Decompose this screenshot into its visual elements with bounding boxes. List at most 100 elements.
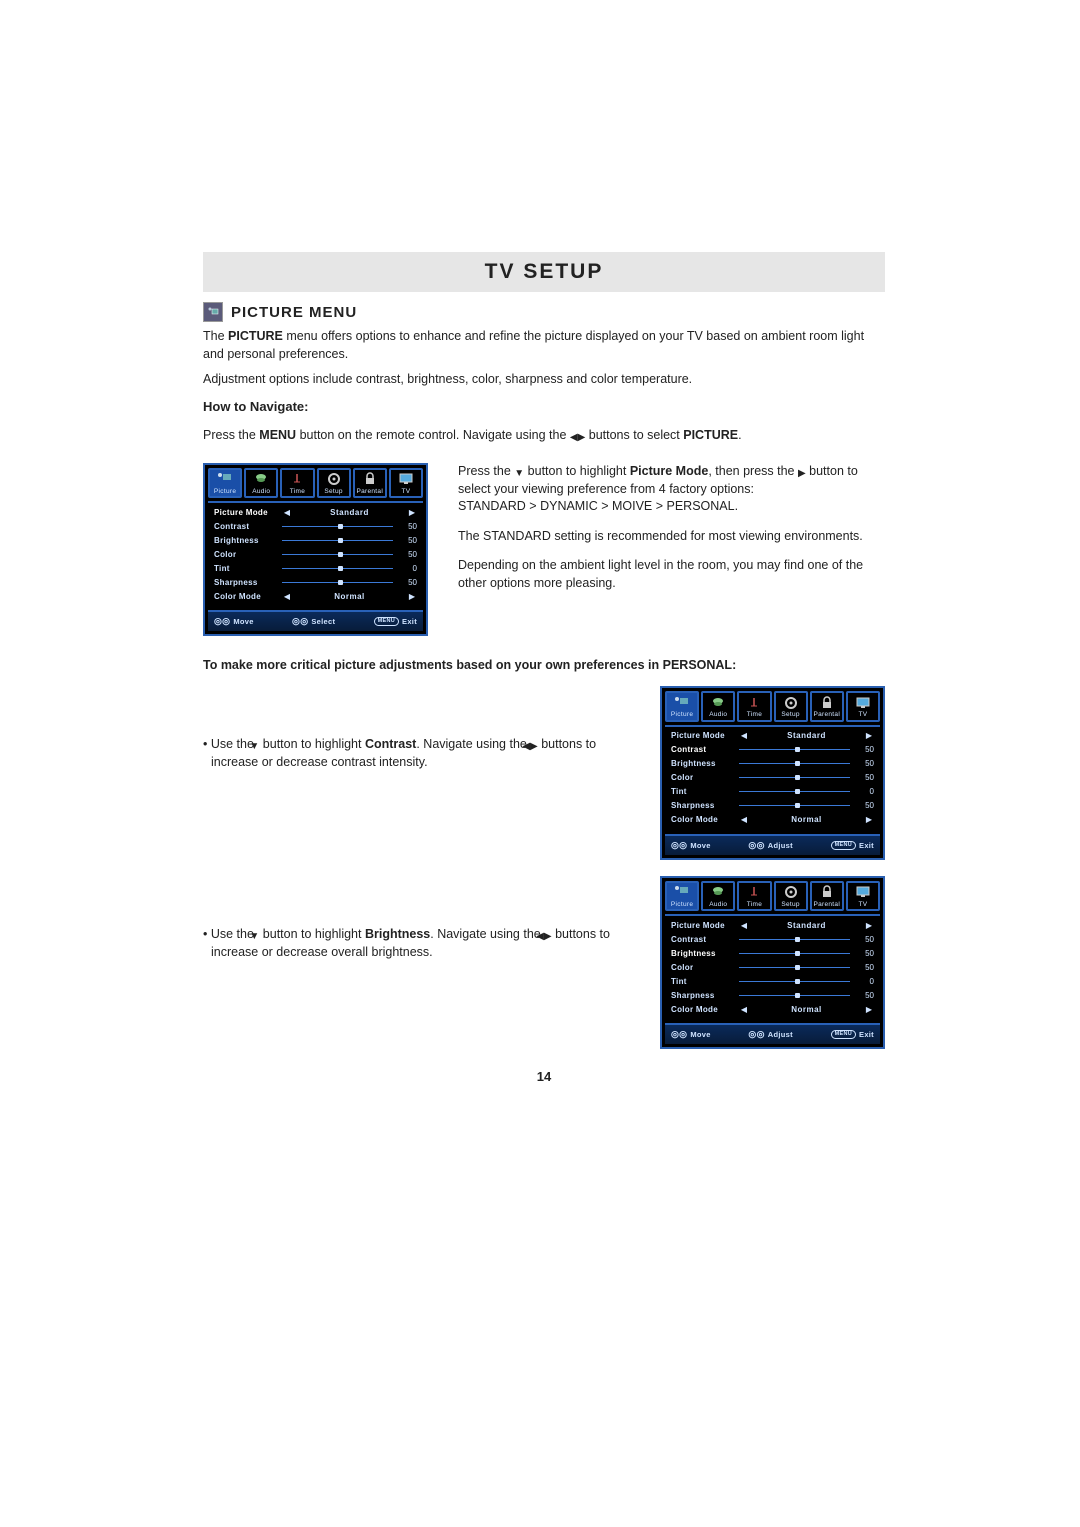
slider-knob xyxy=(795,803,800,808)
left-arrow-icon: ◀ xyxy=(739,921,749,930)
tab-picture: Picture xyxy=(665,881,699,912)
tab-label: Audio xyxy=(703,902,733,909)
tab-label: Picture xyxy=(667,712,697,719)
right-arrow-icon: ▶ xyxy=(864,921,874,930)
txt: Move xyxy=(690,1030,710,1039)
row-value: 50 xyxy=(858,935,874,944)
slider-knob xyxy=(338,552,343,557)
row-value: 50 xyxy=(858,745,874,754)
tab-picture: Picture xyxy=(208,468,242,499)
txt: button to highlight xyxy=(524,464,630,478)
row-brightness: Brightness50 xyxy=(665,946,880,960)
text-column-1: Press the ▼ button to highlight Picture … xyxy=(458,463,885,605)
right-arrow-icon: ▶ xyxy=(864,1005,874,1014)
tab-row: Picture Audio Time Setup Parental TV xyxy=(662,878,883,912)
row-color: Color50 xyxy=(665,960,880,974)
right-arrow-icon: ▶ xyxy=(407,592,417,601)
txt: Adjust xyxy=(768,841,793,850)
tab-audio: Audio xyxy=(701,881,735,912)
row-label: Contrast xyxy=(214,522,278,531)
row-color-mode: Color Mode◀Normal▶ xyxy=(208,589,423,603)
tab-row: Picture Audio Time Setup Parental TV xyxy=(662,688,883,722)
row-value: 50 xyxy=(858,759,874,768)
panel-col: Picture Audio Time Setup Parental TV Pic… xyxy=(660,876,885,1050)
row-value: Normal xyxy=(753,1005,860,1014)
slider-knob xyxy=(338,524,343,529)
row-label: Brightness xyxy=(671,759,735,768)
menu-button-icon: MENU xyxy=(831,1030,856,1039)
slider-knob xyxy=(795,775,800,780)
footer-exit: MENUExit xyxy=(374,616,417,627)
row-brightness: Brightness 50 xyxy=(665,757,880,771)
txt-bold: Brightness xyxy=(365,927,430,941)
picture-section-icon xyxy=(203,302,223,322)
personal-adjustments-heading: To make more critical picture adjustment… xyxy=(203,658,885,672)
nav-instruction: Press the MENU button on the remote cont… xyxy=(203,428,885,443)
row-sharpness: Sharpness 50 xyxy=(665,799,880,813)
footer-exit: MENUExit xyxy=(831,840,874,851)
tab-time: Time xyxy=(737,691,771,722)
row-contrast: Contrast50 xyxy=(665,932,880,946)
row-value: Normal xyxy=(296,592,403,601)
tab-label: Audio xyxy=(246,489,276,496)
left-arrow-icon: ◀ xyxy=(282,508,292,517)
tab-label: Setup xyxy=(776,902,806,909)
slider xyxy=(282,568,393,569)
slider-knob xyxy=(338,538,343,543)
row-value: 0 xyxy=(858,787,874,796)
row-label: Color xyxy=(671,773,735,782)
tab-label: Parental xyxy=(355,489,385,496)
page-title-bar: TV SETUP xyxy=(203,252,885,292)
right-arrow-icon: ▶ xyxy=(407,508,417,517)
tab-audio: Audio xyxy=(244,468,278,499)
row-value: 50 xyxy=(401,536,417,545)
tab-label: Setup xyxy=(319,489,349,496)
row-label: Sharpness xyxy=(671,801,735,810)
row-value: 50 xyxy=(858,801,874,810)
tab-label: Picture xyxy=(210,489,240,496)
right-arrow-icon: ▶ xyxy=(864,731,874,740)
para-standard-rec: The STANDARD setting is recommended for … xyxy=(458,528,885,546)
row-label: Tint xyxy=(214,564,278,573)
row-value: Normal xyxy=(753,815,860,824)
nav-ring-icon: ◎◎ xyxy=(748,1029,764,1040)
right-arrow-icon: ▶ xyxy=(798,467,806,481)
txt-bold: Contrast xyxy=(365,737,416,751)
left-arrow-icon: ◀ xyxy=(739,1005,749,1014)
tab-label: TV xyxy=(848,902,878,909)
panel-col: Picture Audio Time Setup Parental TV Pic… xyxy=(660,686,885,860)
slider xyxy=(739,749,850,750)
txt-bold: MENU xyxy=(259,428,296,442)
slider-knob xyxy=(795,761,800,766)
tab-time: Time xyxy=(737,881,771,912)
txt: Move xyxy=(233,617,253,626)
row-label: Tint xyxy=(671,787,735,796)
tab-label: TV xyxy=(848,712,878,719)
row-label: Contrast xyxy=(671,745,735,754)
slider xyxy=(739,791,850,792)
txt-bold: PICTURE xyxy=(683,428,738,442)
tab-setup: Setup xyxy=(317,468,351,499)
row-value: 0 xyxy=(401,564,417,573)
row-label: Picture Mode xyxy=(671,731,735,740)
row-value: 50 xyxy=(401,550,417,559)
row-picture-mode: Picture Mode◀Standard▶ xyxy=(208,505,423,519)
para-ambient: Depending on the ambient light level in … xyxy=(458,557,885,592)
intro-paragraph-2: Adjustment options include contrast, bri… xyxy=(203,371,885,389)
txt: button on the remote control. Navigate u… xyxy=(296,428,570,442)
tv-menu-panel-3: Picture Audio Time Setup Parental TV Pic… xyxy=(660,876,885,1050)
txt: The xyxy=(203,329,228,343)
slider xyxy=(739,763,850,764)
tab-label: Time xyxy=(739,902,769,909)
row-tint: Tint 0 xyxy=(665,785,880,799)
row-label: Sharpness xyxy=(214,578,278,587)
left-arrow-icon: ◀ xyxy=(739,731,749,740)
row-value: Standard xyxy=(753,731,860,740)
tv-menu-panel-2: Picture Audio Time Setup Parental TV Pic… xyxy=(660,686,885,860)
slider xyxy=(282,526,393,527)
footer-move: ◎◎Move xyxy=(671,840,711,851)
txt: STANDARD > DYNAMIC > MOIVE > PERSONAL. xyxy=(458,499,738,513)
panel-footer: ◎◎Move ◎◎Adjust MENUExit xyxy=(665,834,880,855)
txt: . Navigate using the xyxy=(430,927,544,941)
down-arrow-icon: ▼ xyxy=(514,467,524,481)
